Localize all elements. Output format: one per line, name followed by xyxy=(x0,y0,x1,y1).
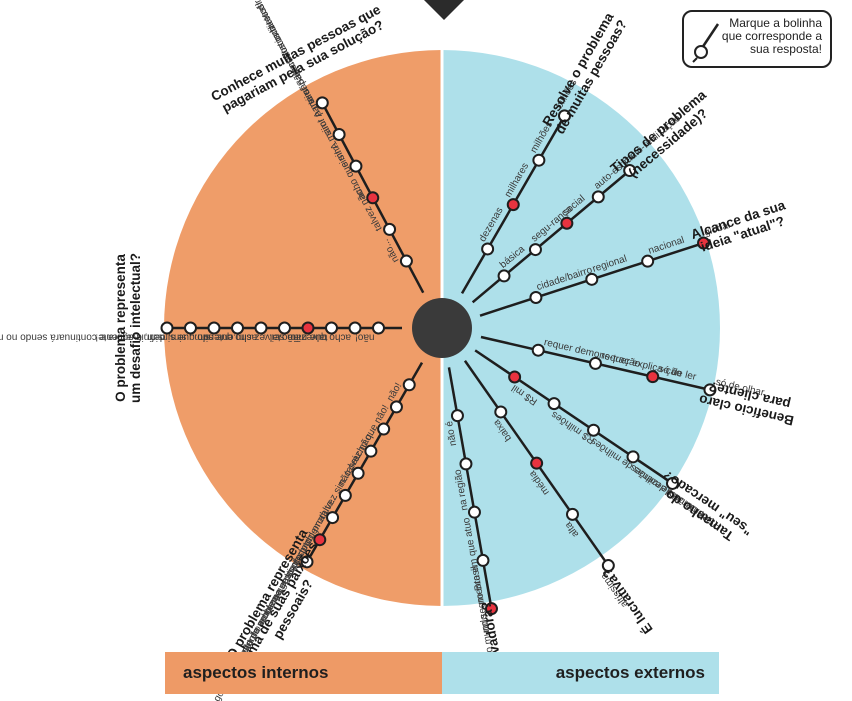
answer-bubble[interactable] xyxy=(372,321,385,335)
answer-bubble[interactable] xyxy=(399,254,413,268)
answer-bubble[interactable] xyxy=(531,343,545,357)
center-hub xyxy=(412,298,472,358)
answer-bubble[interactable] xyxy=(351,466,365,480)
answer-bubble[interactable] xyxy=(703,383,717,397)
answer-bubble[interactable] xyxy=(184,321,197,335)
answer-bubble[interactable] xyxy=(338,488,352,502)
answer-bubble[interactable] xyxy=(530,456,544,470)
answer-bubble[interactable] xyxy=(467,505,481,519)
pen-icon xyxy=(692,23,720,63)
answer-option-label: talvez não... xyxy=(274,331,328,342)
answer-bubble[interactable] xyxy=(459,457,473,471)
answer-bubble[interactable] xyxy=(532,153,546,167)
answer-bubble[interactable] xyxy=(450,409,464,423)
answer-option-label: sim, é agora e continuará sendo no médio… xyxy=(0,331,163,342)
top-triangle-marker xyxy=(424,0,464,20)
question-label: Alcance da suaideia "atual"? xyxy=(689,197,792,256)
answer-bubble[interactable] xyxy=(325,321,338,335)
external-aspects-half-disc xyxy=(442,50,720,606)
answer-option-label: acho que não xyxy=(290,331,351,342)
answer-bubble[interactable] xyxy=(254,321,268,335)
answer-bubble[interactable] xyxy=(588,356,602,370)
answer-bubble[interactable] xyxy=(476,553,490,567)
answer-option-label: não sei... xyxy=(263,331,304,342)
instruction-text: Marque a bolinha que corresponde a sua r… xyxy=(721,16,822,56)
answer-bubble[interactable] xyxy=(641,254,655,268)
answer-option-label: acho que sim... xyxy=(189,331,257,342)
answer-bubble[interactable] xyxy=(348,321,362,335)
spoke-line xyxy=(305,362,424,563)
spoke-line xyxy=(474,349,674,485)
answer-bubble[interactable] xyxy=(591,190,605,204)
answer-bubble[interactable] xyxy=(665,476,679,490)
answer-bubble[interactable] xyxy=(300,555,314,569)
answer-bubble[interactable] xyxy=(587,423,601,437)
answer-bubble[interactable] xyxy=(547,397,561,411)
answer-bubble[interactable] xyxy=(326,511,340,525)
answer-bubble[interactable] xyxy=(560,216,574,230)
answer-bubble[interactable] xyxy=(207,321,221,335)
answer-bubble[interactable] xyxy=(364,444,378,458)
answer-bubble[interactable] xyxy=(313,533,327,547)
answer-bubble[interactable] xyxy=(389,400,403,414)
answer-bubble[interactable] xyxy=(508,370,522,384)
answer-bubble[interactable] xyxy=(528,243,542,257)
answer-bubble[interactable] xyxy=(160,321,174,335)
answer-option-label: talvez sim... xyxy=(228,331,281,342)
answer-bubble[interactable] xyxy=(626,450,640,464)
answer-bubble[interactable] xyxy=(301,321,315,335)
question-label: O problema representaum desafio intelect… xyxy=(113,253,143,403)
answer-bubble[interactable] xyxy=(484,602,498,616)
answer-bubble[interactable] xyxy=(231,321,244,335)
answer-bubble[interactable] xyxy=(646,370,660,384)
answer-bubble[interactable] xyxy=(497,269,511,283)
spoke-line xyxy=(471,169,631,304)
answer-bubble[interactable] xyxy=(332,127,346,141)
external-aspects-text: aspectos externos xyxy=(555,663,705,682)
answer-bubble[interactable] xyxy=(529,290,543,304)
answer-bubble[interactable] xyxy=(558,109,571,123)
instruction-box: Marque a bolinha que corresponde a sua r… xyxy=(682,10,832,68)
answer-bubble[interactable] xyxy=(697,236,711,250)
answer-bubble[interactable] xyxy=(383,222,397,236)
question-label: É lucrativa? xyxy=(600,565,656,636)
answer-bubble[interactable] xyxy=(315,96,329,110)
answer-bubble[interactable] xyxy=(565,507,579,521)
answer-option-label: sim... xyxy=(186,331,210,342)
internal-aspects-text: aspectos internos xyxy=(183,663,329,682)
answer-bubble[interactable] xyxy=(506,198,520,212)
answer-bubble[interactable] xyxy=(623,164,637,178)
answer-bubble[interactable] xyxy=(601,559,615,573)
answer-bubble[interactable] xyxy=(377,422,391,436)
answer-bubble[interactable] xyxy=(402,378,416,392)
spoke-line xyxy=(447,367,493,609)
answer-bubble[interactable] xyxy=(481,242,495,256)
answer-bubble[interactable] xyxy=(349,159,363,173)
question-label: Tamanho do"seu" mercado? xyxy=(652,468,755,551)
answer-bubble[interactable] xyxy=(494,405,508,419)
answer-bubble[interactable] xyxy=(366,191,380,205)
answer-bubble[interactable] xyxy=(278,321,291,335)
answer-option-label: não é xyxy=(444,420,459,447)
answer-bubble[interactable] xyxy=(585,272,599,286)
external-aspects-label: aspectos externos xyxy=(442,652,719,694)
answer-option-label: entendo que sim... xyxy=(151,331,233,342)
answer-option-label: não! xyxy=(355,331,374,342)
answer-option-label: sim, definitivamente! xyxy=(95,331,186,342)
internal-aspects-label: aspectos internos xyxy=(165,652,442,694)
